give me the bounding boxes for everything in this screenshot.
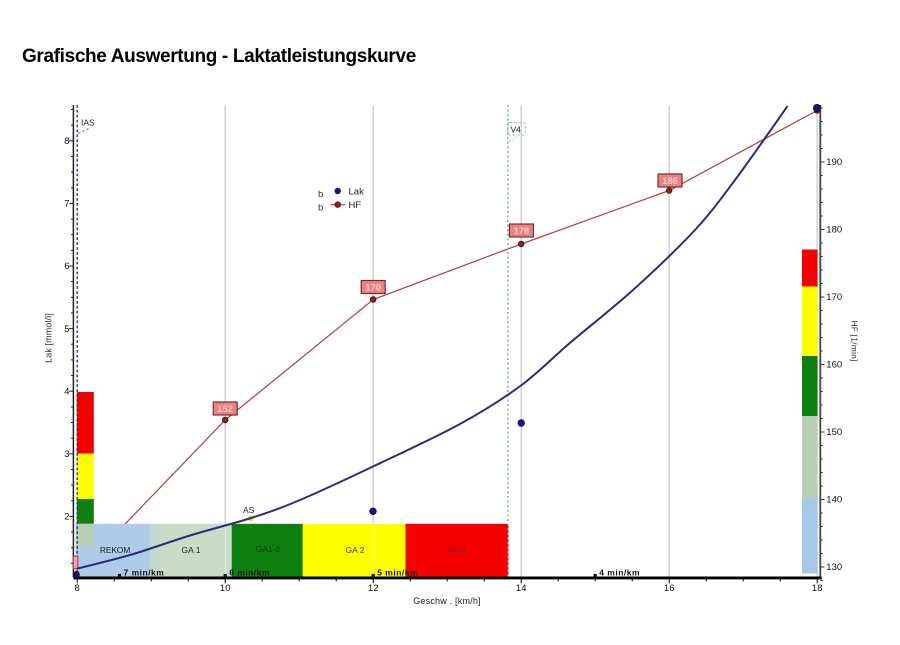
svg-text:HF [1/min]: HF [1/min] [850,320,860,361]
svg-text:5 min/km: 5 min/km [377,568,418,578]
svg-text:Lak: Lak [349,187,365,198]
svg-text:4: 4 [64,386,69,397]
svg-text:5: 5 [64,324,69,335]
svg-text:Geschw . [km/h]: Geschw . [km/h] [413,596,481,606]
svg-text:2: 2 [64,512,69,523]
svg-text:V4: V4 [511,125,522,135]
svg-text:8: 8 [75,583,80,594]
svg-text:140: 140 [826,495,842,506]
svg-text:12: 12 [368,583,379,594]
svg-text:GA 2: GA 2 [346,545,365,555]
svg-text:WSA: WSA [447,545,467,555]
svg-text:7 min/km: 7 min/km [124,568,165,578]
svg-text:10: 10 [220,583,231,594]
svg-text:b: b [318,189,323,200]
svg-text:170: 170 [826,292,842,303]
svg-text:Lak [mmol/l]: Lak [mmol/l] [44,313,54,363]
svg-text:152: 152 [217,404,233,415]
svg-text:3: 3 [64,449,69,460]
svg-text:150: 150 [826,427,842,438]
svg-text:130: 130 [826,562,842,573]
svg-text:GA1-2: GA1-2 [256,544,281,554]
svg-text:8: 8 [64,136,69,147]
svg-text:REKOM: REKOM [100,545,130,555]
svg-text:GA 1: GA 1 [182,545,201,555]
svg-text:18: 18 [812,583,823,594]
svg-text:178: 178 [513,226,529,237]
svg-text:AS: AS [243,505,255,515]
svg-text:14: 14 [516,583,527,594]
svg-text:186: 186 [662,176,678,187]
svg-text:190: 190 [826,157,842,168]
svg-text:160: 160 [826,360,842,371]
svg-text:4 min/km: 4 min/km [599,568,640,578]
svg-text:7: 7 [64,199,69,210]
svg-text:b: b [318,203,323,214]
svg-text:6 min/km: 6 min/km [229,568,270,578]
svg-text:16: 16 [664,583,675,594]
svg-text:180: 180 [826,225,842,236]
svg-text:170: 170 [365,282,381,293]
svg-text:HF: HF [349,200,362,211]
svg-text:IAS: IAS [81,118,95,128]
svg-text:6: 6 [64,261,69,272]
